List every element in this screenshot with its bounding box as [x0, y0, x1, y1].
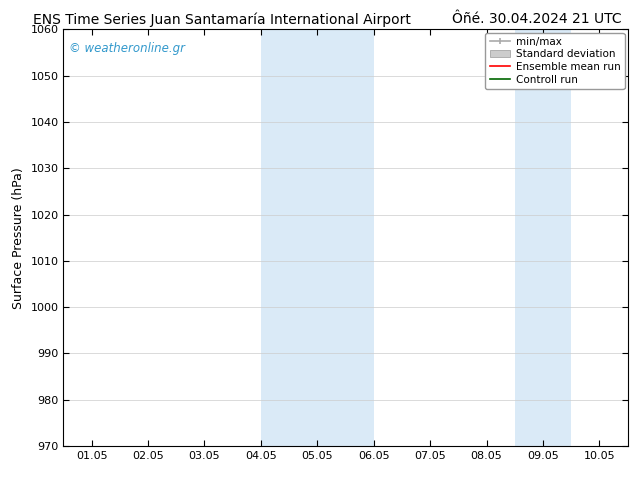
Text: © weatheronline.gr: © weatheronline.gr — [69, 42, 185, 55]
Text: ENS Time Series Juan Santamaría International Airport: ENS Time Series Juan Santamaría Internat… — [33, 12, 411, 27]
Y-axis label: Surface Pressure (hPa): Surface Pressure (hPa) — [12, 167, 25, 309]
Bar — [261, 29, 374, 446]
Text: Ôñé. 30.04.2024 21 UTC: Ôñé. 30.04.2024 21 UTC — [451, 12, 621, 26]
Bar — [515, 29, 571, 446]
Legend: min/max, Standard deviation, Ensemble mean run, Controll run: min/max, Standard deviation, Ensemble me… — [486, 32, 624, 89]
